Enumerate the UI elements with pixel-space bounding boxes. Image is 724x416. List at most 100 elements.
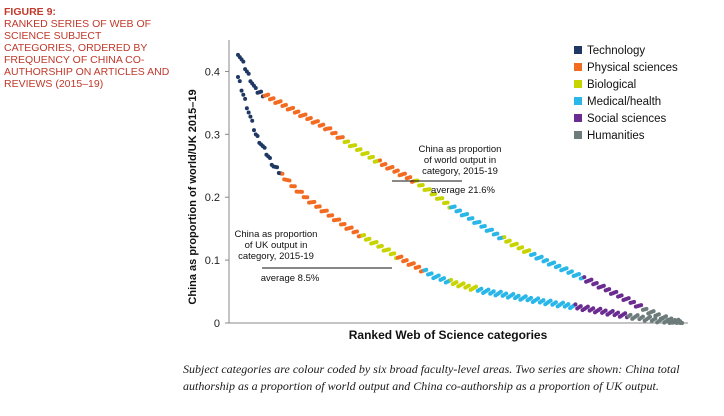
legend-label-5: Humanities [587, 130, 645, 142]
point-s0-94 [402, 171, 407, 176]
point-s1-225 [635, 313, 640, 318]
point-s0-230 [644, 306, 649, 311]
point-s1-22 [275, 165, 280, 170]
point-s1-130 [466, 283, 471, 288]
legend-label-4: Social sciences [587, 113, 667, 125]
point-s0-202 [594, 281, 599, 286]
y-tick-label-2: 0.2 [205, 192, 220, 204]
point-s1-60 [342, 222, 347, 227]
y-axis-label: China as proportion of world/UK 2015–19 [187, 89, 199, 304]
legend-swatch-0 [574, 46, 582, 54]
average-label-0: average 21.6% [431, 185, 495, 196]
point-s1-74 [367, 236, 372, 241]
point-s0-139 [482, 224, 487, 229]
point-s1-11 [255, 133, 260, 138]
point-s0-213 [614, 289, 619, 294]
point-s0-143 [489, 227, 494, 232]
point-s0-41 [308, 116, 313, 121]
legend-label-2: Biological [587, 79, 636, 91]
legend-swatch-3 [574, 97, 582, 105]
axes: 0 0.1 0.2 0.3 0.4 China as proportion of wor… [187, 40, 688, 342]
point-s0-17 [266, 92, 271, 97]
point-s0-153 [507, 238, 512, 243]
point-s0-62 [346, 139, 351, 144]
point-s1-25 [280, 171, 285, 176]
annotation-1-line-1: of UK output in [245, 240, 308, 251]
y-ticks: 0 0.1 0.2 0.3 0.4 [205, 66, 229, 330]
legend-swatch-1 [574, 63, 582, 71]
point-s1-78 [374, 239, 379, 244]
point-s1-36 [299, 189, 304, 194]
point-s1-158 [516, 293, 521, 298]
point-s1-148 [498, 289, 503, 294]
point-s0-199 [589, 277, 594, 282]
point-s1-99 [411, 261, 416, 266]
point-s1-95 [404, 258, 409, 263]
point-s0-90 [395, 168, 400, 173]
point-s1-6 [246, 110, 251, 115]
point-s1-183 [561, 300, 566, 305]
point-s1-123 [454, 280, 459, 285]
annotation-0-line-1: of world output in [424, 155, 496, 166]
point-s0-195 [582, 275, 587, 280]
point-s0-118 [445, 200, 450, 205]
point-s1-43 [312, 199, 317, 204]
point-s0-164 [527, 248, 532, 253]
point-s0-24 [278, 99, 283, 104]
legend: Technology Physical sciences Biological Med… [574, 45, 678, 142]
point-s0-101 [415, 178, 420, 183]
point-s0-150 [502, 235, 507, 240]
y-tick-label-4: 0.4 [205, 66, 220, 78]
point-s0-125 [458, 208, 462, 213]
figure-number: FIGURE 9: [4, 6, 56, 18]
series-1 [236, 74, 684, 325]
y-tick-label-0: 0 [214, 318, 220, 330]
point-s1-235 [653, 316, 658, 321]
point-s0-73 [365, 150, 370, 155]
point-s1-204 [598, 306, 603, 311]
point-s1-228 [640, 314, 645, 319]
point-s0-66 [353, 143, 358, 148]
point-s1-109 [429, 271, 434, 276]
legend-swatch-5 [574, 131, 582, 139]
point-s0-192 [576, 271, 581, 276]
point-s0-31 [291, 105, 296, 110]
point-s0-241 [664, 314, 669, 319]
point-s1-172 [541, 298, 546, 303]
point-s0-34 [296, 109, 301, 114]
point-s1-71 [362, 232, 367, 237]
point-s0-181 [557, 263, 562, 268]
point-s1-7 [248, 114, 253, 119]
average-label-1: average 8.5% [261, 273, 320, 284]
point-s0-104 [420, 183, 425, 188]
point-s0-83 [383, 161, 388, 166]
point-s1-193 [578, 304, 583, 309]
point-s1-176 [548, 298, 553, 303]
point-s1-200 [591, 306, 596, 311]
point-s1-57 [337, 217, 342, 222]
point-s1-162 [523, 294, 528, 299]
point-s1-1 [237, 79, 242, 84]
legend-label-3: Medical/health [587, 96, 661, 108]
point-s0-178 [552, 260, 557, 265]
series-0 [236, 52, 684, 325]
point-s0-160 [520, 245, 525, 250]
point-s0-45 [315, 119, 320, 124]
point-s1-88 [392, 251, 397, 256]
y-tick-label-3: 0.3 [205, 129, 220, 141]
point-s1-207 [603, 308, 608, 313]
point-s1-5 [244, 106, 249, 111]
point-s0-157 [514, 241, 519, 246]
point-s0-108 [427, 187, 432, 192]
point-s0-69 [358, 147, 363, 152]
point-s0-174 [545, 257, 550, 262]
point-s1-221 [628, 312, 633, 317]
point-s1-179 [553, 300, 558, 305]
legend-label-1: Physical sciences [587, 62, 678, 74]
point-s1-64 [349, 225, 354, 230]
point-s0-20 [271, 96, 276, 101]
y-tick-label-1: 0.1 [205, 255, 220, 267]
point-s1-85 [386, 247, 391, 252]
point-s0-132 [470, 216, 475, 221]
